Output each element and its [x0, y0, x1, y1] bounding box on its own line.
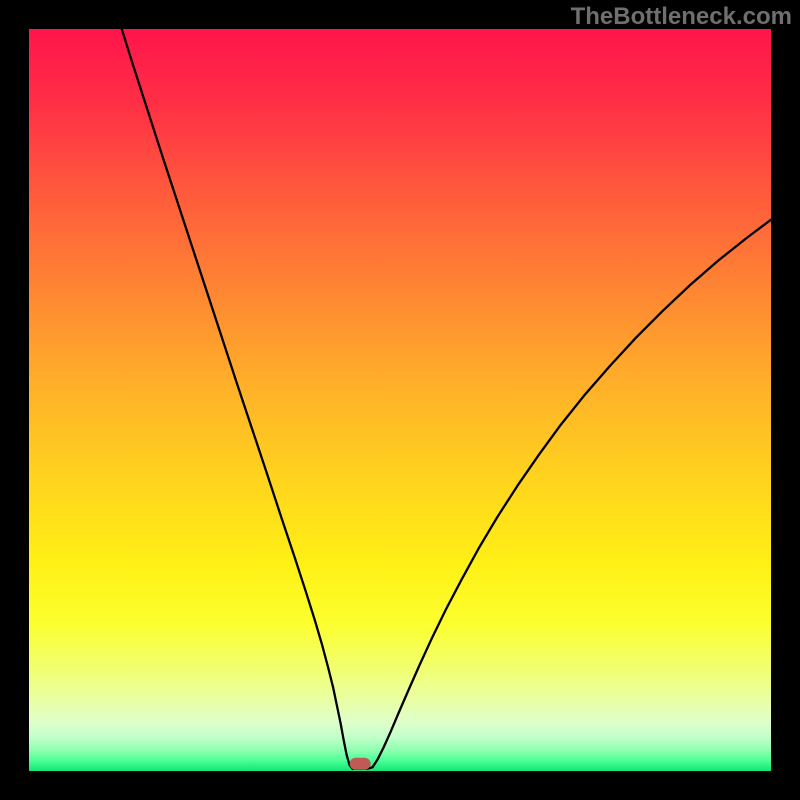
plot-area	[29, 29, 771, 771]
minimum-marker	[350, 757, 371, 770]
attribution-watermark: TheBottleneck.com	[571, 3, 792, 31]
bottleneck-curve	[29, 29, 771, 771]
